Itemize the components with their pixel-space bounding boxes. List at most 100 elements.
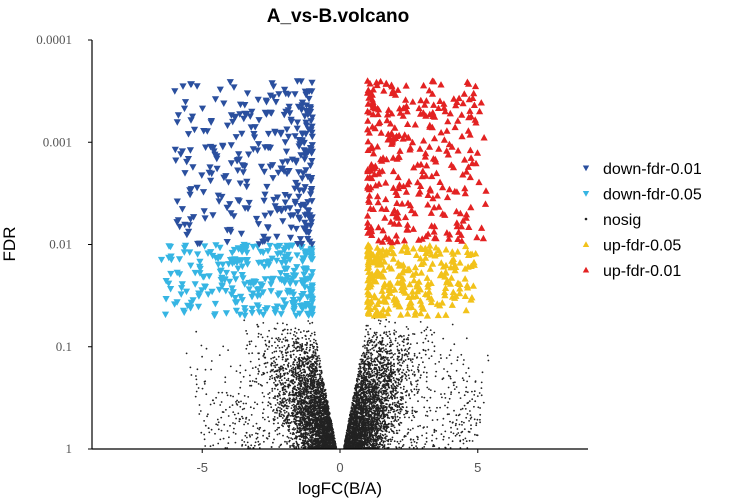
point-nosig xyxy=(281,386,284,389)
point-nosig xyxy=(387,356,389,359)
point-nosig xyxy=(281,354,284,356)
point-nosig xyxy=(375,376,378,379)
data-points xyxy=(157,77,490,449)
point-nosig xyxy=(411,361,414,363)
point-nosig xyxy=(367,400,369,403)
point-nosig xyxy=(388,431,391,434)
point-nosig xyxy=(392,354,395,356)
point-nosig xyxy=(377,405,380,407)
point-nosig xyxy=(266,335,269,338)
point-nosig xyxy=(376,396,379,399)
point-nosig xyxy=(296,427,299,430)
point-nosig xyxy=(365,324,368,327)
point-nosig xyxy=(360,384,363,387)
point-nosig xyxy=(396,342,399,344)
point-nosig xyxy=(399,368,402,371)
point-nosig xyxy=(380,376,383,379)
point-nosig xyxy=(416,438,419,441)
point-nosig xyxy=(203,438,206,441)
point-nosig xyxy=(409,429,412,431)
point-nosig xyxy=(387,350,389,353)
point-nosig xyxy=(312,350,315,353)
point-nosig xyxy=(232,422,234,424)
point-nosig xyxy=(376,442,378,445)
point-nosig xyxy=(287,343,290,346)
point-nosig xyxy=(435,370,438,373)
point-nosig xyxy=(307,361,310,364)
point-nosig xyxy=(281,356,284,359)
point-nosig xyxy=(351,419,354,421)
point-nosig xyxy=(392,368,395,371)
point-nosig xyxy=(308,378,311,380)
point-nosig xyxy=(245,402,248,405)
point-nosig xyxy=(416,435,418,438)
point-nosig xyxy=(220,429,223,432)
point-nosig xyxy=(284,328,286,331)
point-nosig xyxy=(380,356,383,359)
point-nosig xyxy=(309,322,311,325)
point-nosig xyxy=(296,416,298,418)
point-nosig xyxy=(407,431,410,434)
point-nosig xyxy=(296,384,299,386)
point-nosig xyxy=(478,392,481,394)
point-nosig xyxy=(466,413,469,415)
point-nosig xyxy=(380,429,382,432)
point-nosig xyxy=(405,326,408,328)
point-nosig xyxy=(301,388,303,391)
x-axis-label: logFC(B/A) xyxy=(298,479,382,498)
point-nosig xyxy=(389,390,392,393)
point-nosig xyxy=(278,446,281,448)
point-nosig xyxy=(374,382,377,385)
point-nosig xyxy=(385,348,387,351)
point-nosig xyxy=(269,375,272,378)
point-nosig xyxy=(284,440,286,443)
point-nosig xyxy=(403,413,405,416)
point-nosig xyxy=(401,371,404,374)
point-nosig xyxy=(378,380,381,383)
point-nosig xyxy=(390,428,392,430)
point-nosig xyxy=(210,428,213,431)
point-nosig xyxy=(287,379,290,382)
point-nosig xyxy=(306,341,308,344)
point-nosig xyxy=(261,374,263,376)
point-nosig xyxy=(425,380,428,383)
point-nosig xyxy=(388,359,390,362)
point-nosig xyxy=(271,390,274,392)
point-nosig xyxy=(398,335,400,338)
point-nosig xyxy=(303,421,306,424)
point-nosig xyxy=(379,420,382,423)
point-nosig xyxy=(282,368,284,370)
point-nosig xyxy=(305,338,307,340)
point-nosig xyxy=(374,387,376,390)
point-nosig xyxy=(395,377,398,380)
point-nosig xyxy=(411,358,414,361)
point-nosig xyxy=(278,426,281,429)
point-nosig xyxy=(359,373,362,376)
point-nosig xyxy=(355,390,358,392)
point-nosig xyxy=(270,362,273,365)
point-nosig xyxy=(410,419,413,422)
point-nosig xyxy=(467,430,470,433)
point-nosig xyxy=(308,349,311,352)
point-nosig xyxy=(248,434,251,436)
point-nosig xyxy=(210,360,213,362)
point-nosig xyxy=(462,363,465,366)
point-nosig xyxy=(255,381,258,383)
point-nosig xyxy=(439,354,442,356)
point-nosig xyxy=(222,411,225,413)
point-nosig xyxy=(300,401,303,404)
point-nosig xyxy=(285,360,288,362)
point-nosig xyxy=(481,371,484,374)
point-nosig xyxy=(241,415,243,418)
point-nosig xyxy=(453,343,456,346)
point-nosig xyxy=(452,432,455,435)
point-nosig xyxy=(435,430,438,432)
point-nosig xyxy=(374,429,377,431)
point-nosig xyxy=(227,415,230,417)
point-nosig xyxy=(264,343,267,346)
point-nosig xyxy=(357,367,360,370)
point-nosig xyxy=(439,406,441,409)
point-nosig xyxy=(387,399,390,402)
point-nosig xyxy=(394,373,397,376)
point-nosig xyxy=(373,331,376,334)
